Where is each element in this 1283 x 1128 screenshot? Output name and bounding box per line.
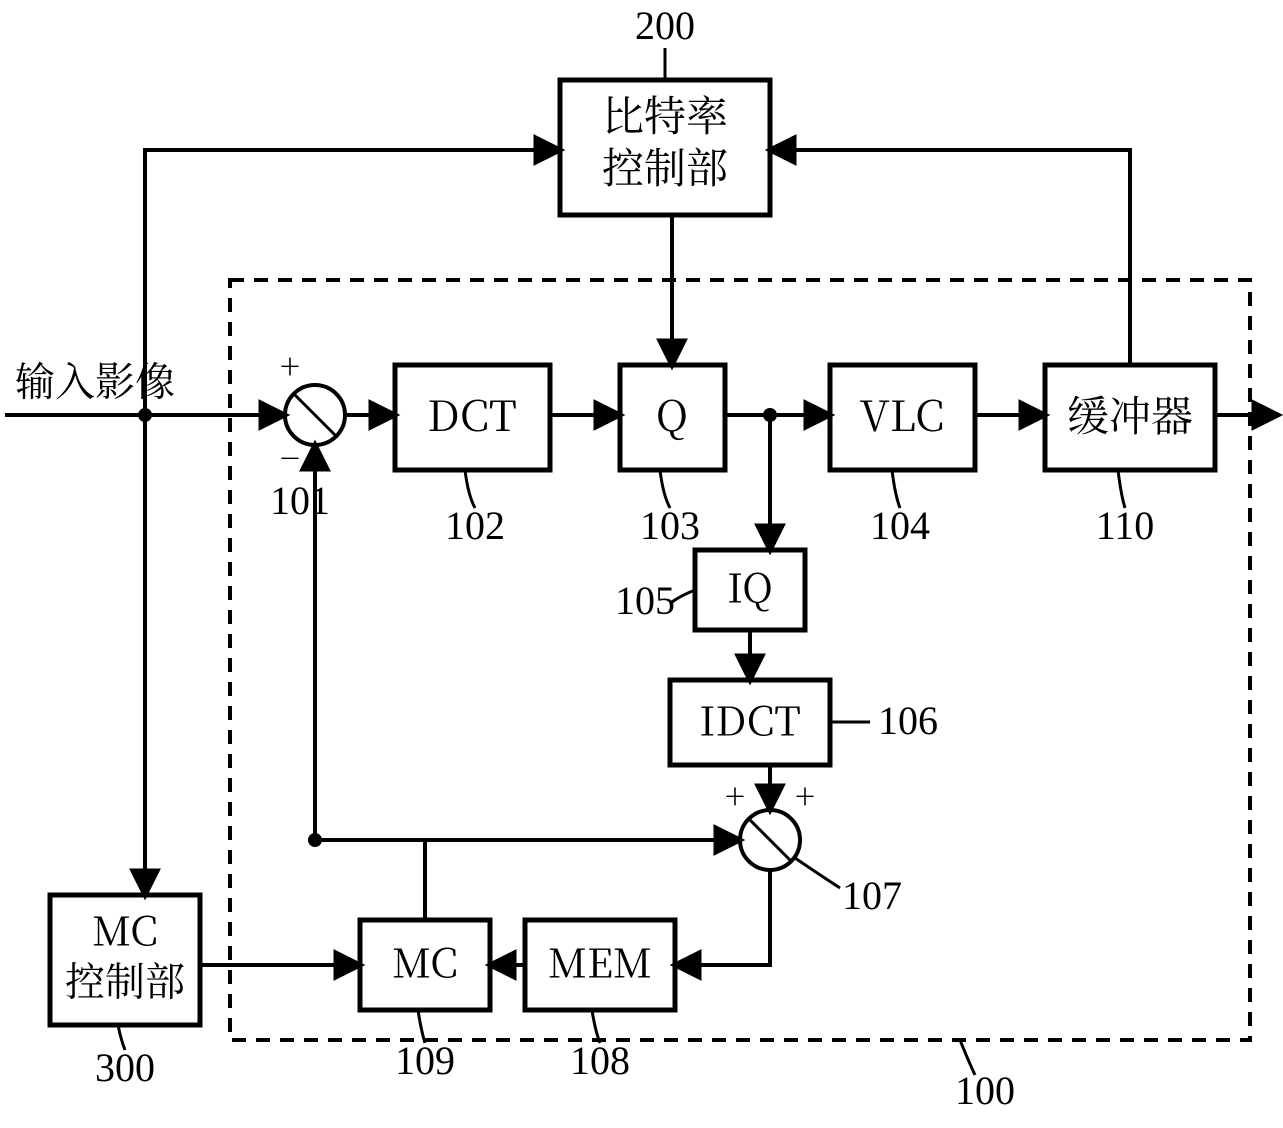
- input-label: 输入影像: [15, 350, 175, 407]
- edge-buffer-controller: [770, 150, 1130, 365]
- controller-label-1: 比特率: [602, 84, 728, 144]
- id-103: 103: [640, 503, 700, 548]
- mc-label: MC: [392, 932, 458, 989]
- id-110: 110: [1096, 503, 1155, 548]
- id-109: 109: [395, 1038, 455, 1083]
- id-100: 100: [955, 1068, 1015, 1113]
- block-controller: 比特率 控制部: [560, 80, 770, 215]
- id-106: 106: [878, 698, 938, 743]
- sum1-plus: +: [280, 340, 300, 389]
- id-108: 108: [570, 1038, 630, 1083]
- block-iq: IQ: [695, 550, 805, 630]
- id-107: 107: [842, 873, 902, 918]
- mcctrl-label-2: 控制部: [65, 950, 185, 1007]
- vlc-label: VLC: [860, 384, 945, 444]
- block-buffer: 缓冲器: [1045, 365, 1215, 470]
- sum1-minus: −: [280, 432, 300, 481]
- iq-label: IQ: [727, 557, 773, 614]
- block-mcctrl: MC 控制部: [50, 895, 200, 1025]
- block-mem: MEM: [525, 920, 675, 1010]
- dct-label: DCT: [427, 384, 516, 444]
- sum-node-101: + −: [280, 340, 345, 481]
- block-dct: DCT: [395, 365, 550, 470]
- block-mc: MC: [360, 920, 490, 1010]
- sum2-plus-l: +: [725, 770, 745, 819]
- sum2-plus-r: +: [795, 770, 815, 819]
- block-vlc: VLC: [830, 365, 975, 470]
- id-105: 105: [615, 578, 675, 623]
- id-300: 300: [95, 1045, 155, 1090]
- edge-sum2-mem: [675, 870, 770, 965]
- mem-label: MEM: [548, 932, 652, 989]
- idct-label: IDCT: [699, 690, 800, 747]
- block-q: Q: [620, 365, 725, 470]
- id-104: 104: [870, 503, 930, 548]
- id-101: 101: [270, 478, 330, 523]
- controller-label-2: 控制部: [602, 136, 728, 196]
- id-200: 200: [635, 3, 695, 48]
- edge-mc-sum1: [315, 445, 425, 920]
- block-idct: IDCT: [670, 680, 830, 765]
- q-label: Q: [656, 384, 688, 444]
- id-102: 102: [445, 503, 505, 548]
- mcctrl-label-1: MC: [92, 900, 158, 957]
- buffer-label: 缓冲器: [1067, 384, 1193, 444]
